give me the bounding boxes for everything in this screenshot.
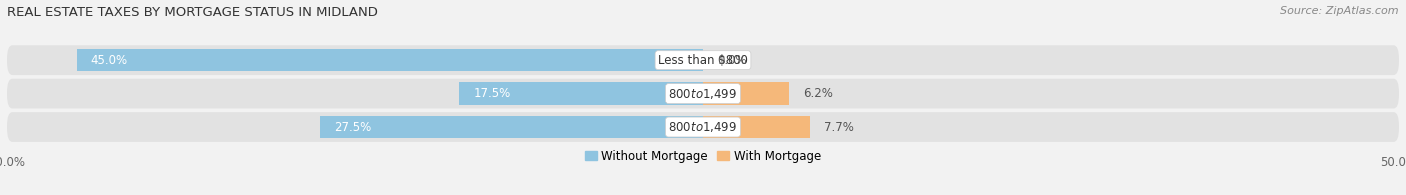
Text: $800 to $1,499: $800 to $1,499 [668,120,738,134]
Bar [460,82,703,105]
Text: REAL ESTATE TAXES BY MORTGAGE STATUS IN MIDLAND: REAL ESTATE TAXES BY MORTGAGE STATUS IN … [7,6,378,19]
Text: Less than $800: Less than $800 [658,54,748,67]
Bar [703,116,810,138]
Text: 6.2%: 6.2% [803,87,834,100]
Legend: Without Mortgage, With Mortgage: Without Mortgage, With Mortgage [581,145,825,167]
Bar [321,116,703,138]
Text: Source: ZipAtlas.com: Source: ZipAtlas.com [1281,6,1399,16]
FancyBboxPatch shape [7,45,1399,75]
Text: 17.5%: 17.5% [474,87,510,100]
Bar [703,82,789,105]
FancyBboxPatch shape [7,79,1399,108]
Text: 0.0%: 0.0% [717,54,747,67]
Text: $800 to $1,499: $800 to $1,499 [668,87,738,101]
Text: 7.7%: 7.7% [824,121,853,134]
Text: 45.0%: 45.0% [90,54,128,67]
Bar [76,49,703,71]
FancyBboxPatch shape [7,112,1399,142]
Text: 27.5%: 27.5% [335,121,371,134]
